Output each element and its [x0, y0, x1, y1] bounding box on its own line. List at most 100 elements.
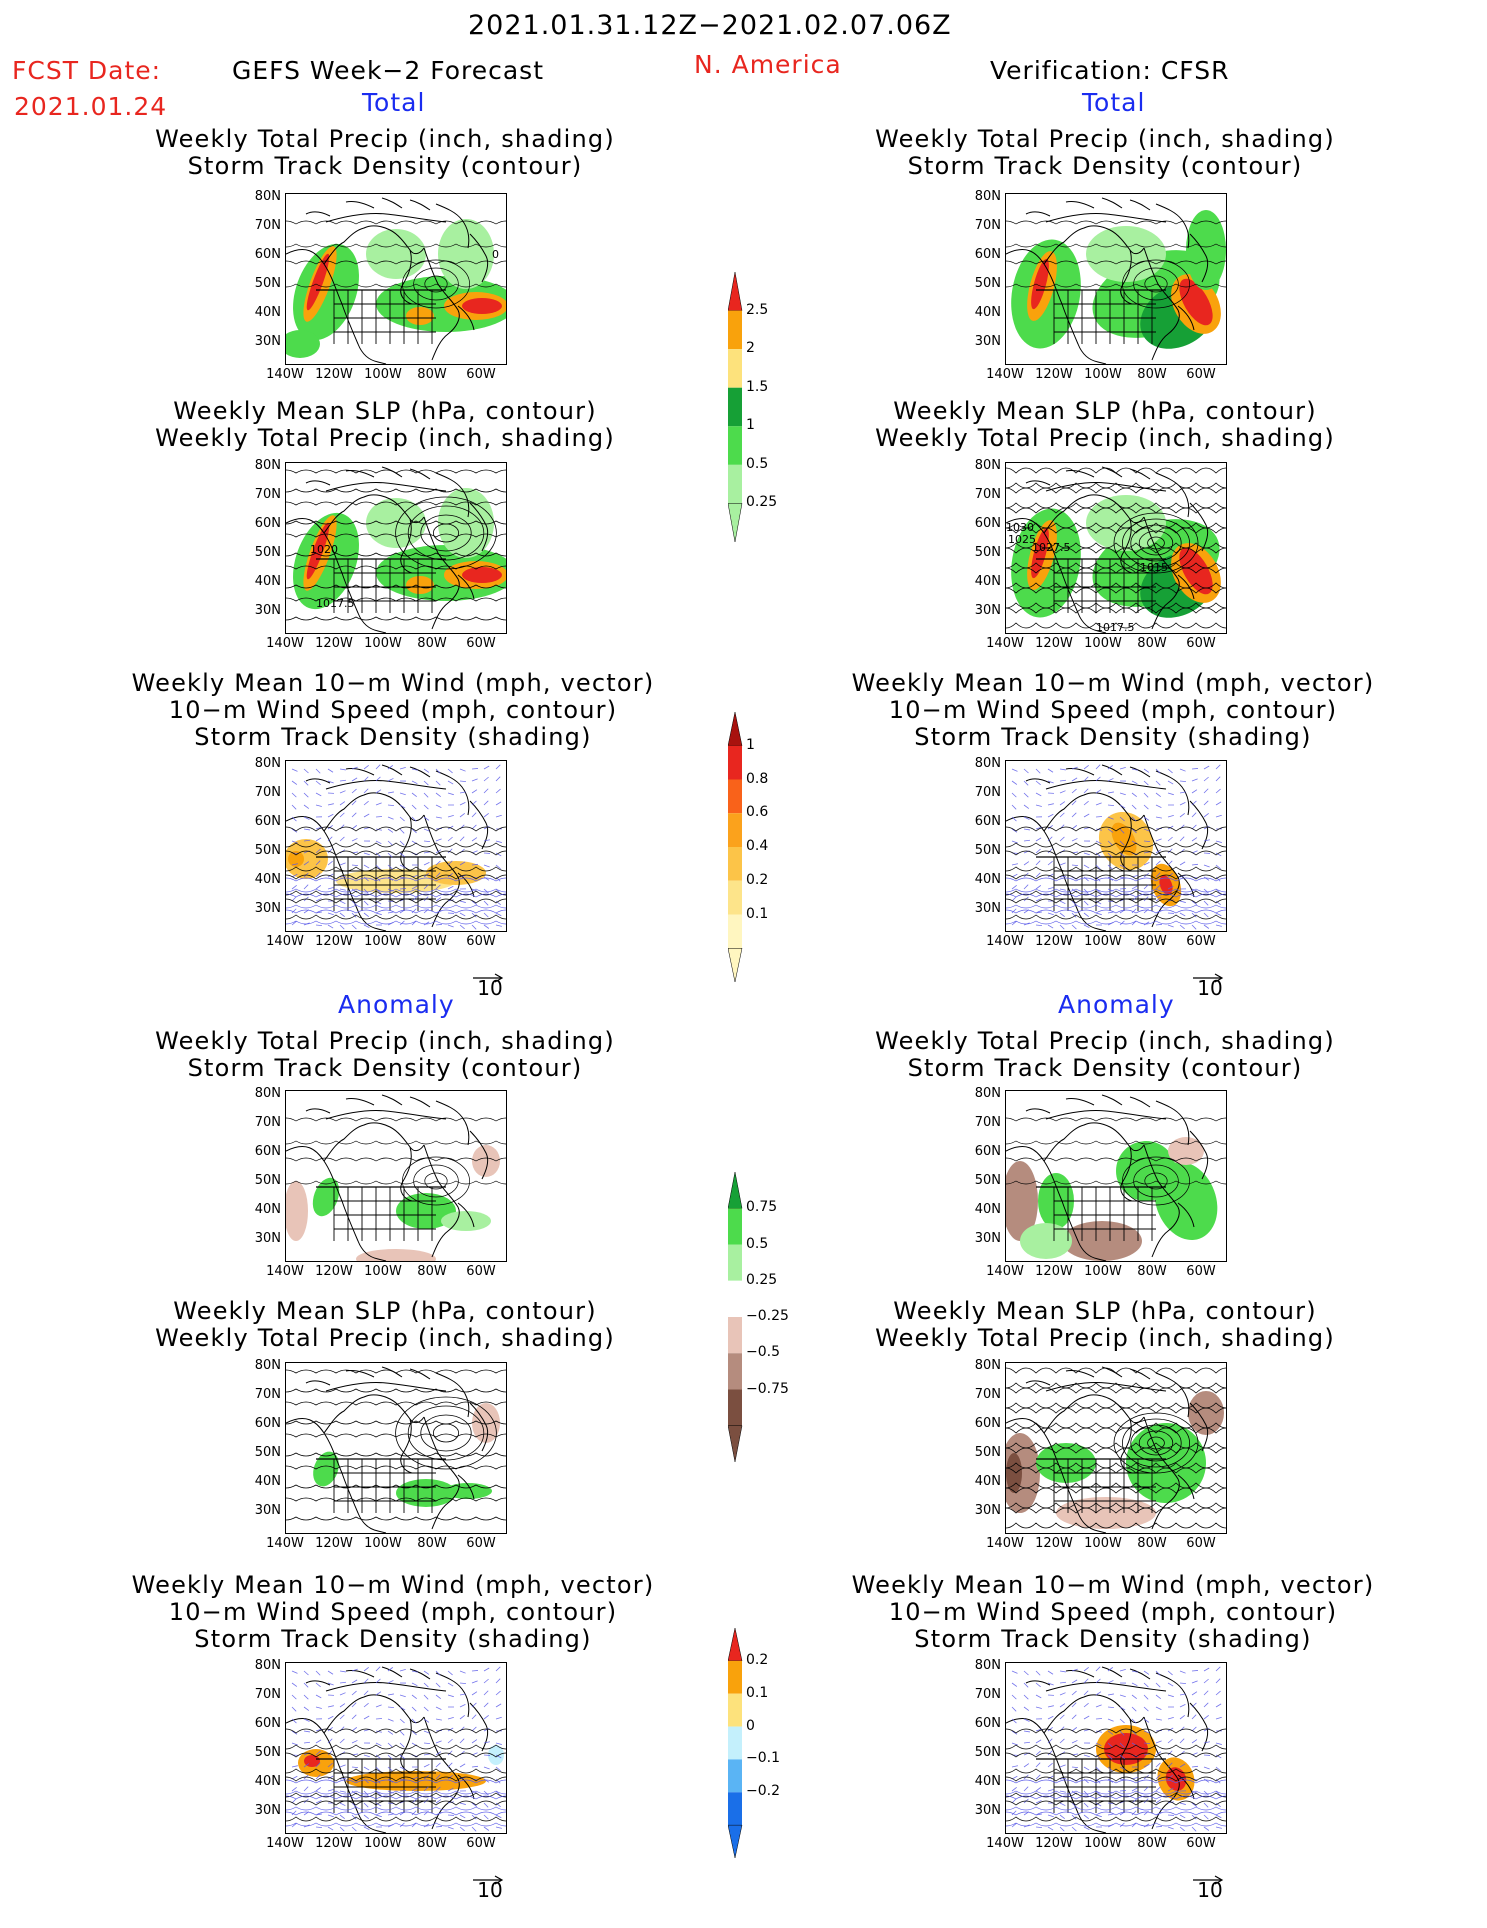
fc-total-slp-lon-60W: 60W — [461, 636, 501, 651]
obs-anom-wind-vector-ref-arrow-icon — [1193, 1870, 1225, 1880]
obs-total-wind-vector-ref-arrow-icon — [1193, 968, 1225, 978]
obs-total-wind-lat-40N: 40N — [969, 872, 1001, 887]
fc-anom-slp-lat-30N: 30N — [249, 1503, 281, 1518]
obs-total-slp-lat-80N: 80N — [969, 458, 1001, 473]
obs-anom-wind-lat-70N: 70N — [969, 1687, 1001, 1702]
obs-total-precip-lon-100W: 100W — [1083, 367, 1123, 382]
obs-anom-wind-lat-50N: 50N — [969, 1745, 1001, 1760]
colorbar-storm_anom-bottom-cap — [728, 1825, 742, 1858]
fc-total-slp-lon-80W: 80W — [412, 636, 452, 651]
colorbar-storm_anom-label-1: 0.2 — [746, 1652, 768, 1668]
colorbar-precip_total-bottom-cap — [728, 503, 742, 542]
fc-anom-precip-lat-40N: 40N — [249, 1202, 281, 1217]
fc-anom-wind-lat-70N: 70N — [249, 1687, 281, 1702]
fc-total-precip-lat-50N: 50N — [249, 276, 281, 291]
fc-anom-precip-lon-140W: 140W — [265, 1264, 305, 1279]
obs-total-slp-lat-70N: 70N — [969, 487, 1001, 502]
colorbar-storm_total-seg-5 — [728, 881, 742, 915]
obs-anom-precip-lon-80W: 80W — [1132, 1264, 1172, 1279]
colorbar-precip_anom-top-cap — [728, 1172, 742, 1208]
colorbar-precip_anom-seg-5 — [728, 1353, 742, 1389]
svg-text:1027.5: 1027.5 — [1032, 541, 1071, 554]
fc-anom-precip-lat-70N: 70N — [249, 1115, 281, 1130]
fc-anom-wind-lon-80W: 80W — [412, 1836, 452, 1851]
obs-anom-slp-lon-120W: 120W — [1034, 1536, 1074, 1551]
fc-anom-precip-lat-30N: 30N — [249, 1231, 281, 1246]
obs-total-slp-lat-40N: 40N — [969, 574, 1001, 589]
colorbar-storm_anom-seg-4 — [728, 1759, 742, 1792]
colorbar-storm_total-label-2: 0.8 — [746, 771, 768, 787]
colorbar-precip_total-label-6: 0.25 — [746, 494, 777, 510]
colorbar-storm_total-label-5: 0.2 — [746, 872, 768, 888]
fc-total-slp-lon-100W: 100W — [363, 636, 403, 651]
colorbar-precip_anom-seg-4 — [728, 1317, 742, 1353]
colorbar-precip_total-label-5: 0.5 — [746, 456, 768, 472]
obs-anom-precip-lat-70N: 70N — [969, 1115, 1001, 1130]
fc-anom-slp-lon-80W: 80W — [412, 1536, 452, 1551]
colorbar-precip_anom-seg-2 — [728, 1245, 742, 1281]
fc-total-slp-lat-70N: 70N — [249, 487, 281, 502]
svg-text:1017.5: 1017.5 — [316, 597, 355, 610]
fc-anom-precip-title-line-2: Storm Track Density (contour) — [188, 1055, 583, 1081]
obs-anom-wind-lon-120W: 120W — [1034, 1836, 1074, 1851]
obs-anom-wind-title-line-1: Weekly Mean 10−m Wind (mph, vector) — [852, 1572, 1375, 1598]
colorbar-storm_total-label-6: 0.1 — [746, 906, 768, 922]
fc-total-wind-lat-40N: 40N — [249, 872, 281, 887]
colorbar-storm_total-seg-1 — [728, 746, 742, 780]
obs-anom-precip-lon-60W: 60W — [1181, 1264, 1221, 1279]
colorbar-storm_total-top-cap — [728, 712, 742, 746]
obs-total-slp-lon-80W: 80W — [1132, 636, 1172, 651]
obs-total-precip-lat-60N: 60N — [969, 247, 1001, 262]
colorbar-storm_anom-seg-2 — [728, 1694, 742, 1727]
obs-total-precip-lat-80N: 80N — [969, 189, 1001, 204]
fc-total-precip-lat-30N: 30N — [249, 334, 281, 349]
fc-anom-wind-lon-140W: 140W — [265, 1836, 305, 1851]
obs-anom-precip-lat-50N: 50N — [969, 1173, 1001, 1188]
svg-text:1015: 1015 — [1140, 561, 1168, 574]
colorbar-precip_total-seg-5 — [728, 465, 742, 504]
fc-total-slp-lat-30N: 30N — [249, 603, 281, 618]
colorbar-storm_total-bottom-cap — [728, 948, 742, 982]
obs-total-wind-lon-120W: 120W — [1034, 934, 1074, 949]
colorbar-precip_anom-seg-3 — [728, 1281, 742, 1317]
right-column-title: Verification: CFSR — [990, 56, 1229, 85]
fc-total-slp-lat-50N: 50N — [249, 545, 281, 560]
colorbar-precip_anom-label-1: 0.75 — [746, 1199, 777, 1215]
colorbar-precip_total-seg-3 — [728, 388, 742, 427]
svg-text:1017.5: 1017.5 — [1096, 621, 1135, 633]
colorbar-storm_total-label-4: 0.4 — [746, 838, 768, 854]
fc-anom-wind-title-line-1: Weekly Mean 10−m Wind (mph, vector) — [132, 1572, 655, 1598]
fc-total-precip-lon-100W: 100W — [363, 367, 403, 382]
obs-anom-slp-lon-60W: 60W — [1181, 1536, 1221, 1551]
fc-anom-wind-lat-30N: 30N — [249, 1803, 281, 1818]
section-anomaly-left: Anomaly — [338, 990, 455, 1019]
fc-anom-slp-lon-140W: 140W — [265, 1536, 305, 1551]
fc-anom-wind-lon-100W: 100W — [363, 1836, 403, 1851]
obs-anom-wind-lat-30N: 30N — [969, 1803, 1001, 1818]
fc-total-wind-title-line-3: Storm Track Density (shading) — [194, 724, 591, 750]
fc-total-wind-title-line-2: 10−m Wind Speed (mph, contour) — [169, 697, 618, 723]
colorbar-storm_total-seg-2 — [728, 780, 742, 814]
svg-text:0: 0 — [492, 248, 499, 261]
obs-total-slp-lat-60N: 60N — [969, 516, 1001, 531]
obs-total-wind-lat-80N: 80N — [969, 756, 1001, 771]
obs-anom-wind-lon-140W: 140W — [985, 1836, 1025, 1851]
fc-anom-slp-lon-100W: 100W — [363, 1536, 403, 1551]
obs-anom-wind-lon-100W: 100W — [1083, 1836, 1123, 1851]
obs-total-precip-title-line-2: Storm Track Density (contour) — [908, 153, 1303, 179]
obs-total-slp-lon-100W: 100W — [1083, 636, 1123, 651]
colorbar-precip_total — [728, 272, 756, 623]
obs-total-wind-lon-100W: 100W — [1083, 934, 1123, 949]
colorbar-storm_anom-top-cap — [728, 1628, 742, 1661]
colorbar-storm_total-seg-4 — [728, 847, 742, 881]
colorbar-storm_anom-label-2: 0.1 — [746, 1685, 768, 1701]
colorbar-storm_total-label-3: 0.6 — [746, 804, 768, 820]
obs-total-wind-lat-30N: 30N — [969, 901, 1001, 916]
obs-total-wind-lat-50N: 50N — [969, 843, 1001, 858]
obs-anom-precip-lat-30N: 30N — [969, 1231, 1001, 1246]
fc-total-slp-lat-80N: 80N — [249, 458, 281, 473]
fc-total-slp-lat-60N: 60N — [249, 516, 281, 531]
colorbar-storm_anom — [728, 1628, 756, 1928]
